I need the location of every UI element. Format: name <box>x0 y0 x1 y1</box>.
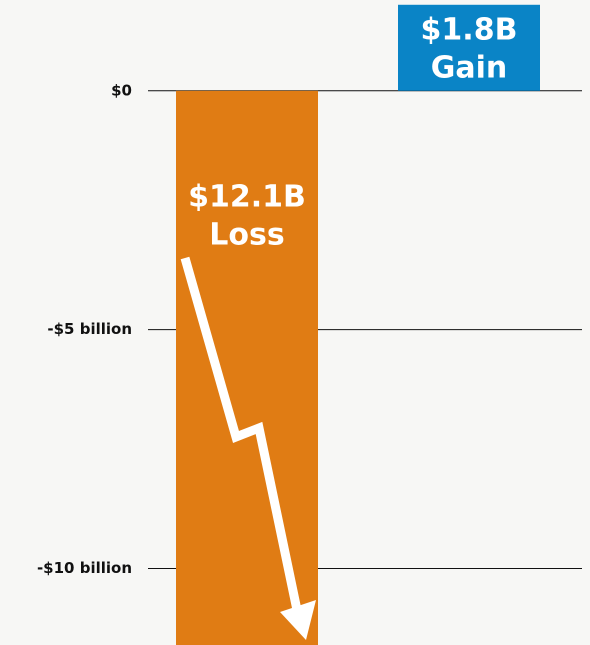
value-caption: Loss <box>209 217 284 252</box>
y-tick-label: -$10 billion <box>37 559 132 577</box>
y-tick-label: $0 <box>111 81 132 99</box>
value-caption: Gain <box>431 50 508 85</box>
bar <box>398 4 540 91</box>
arrow-shaft <box>180 256 302 611</box>
arrow-head <box>280 600 316 640</box>
bars <box>176 4 540 645</box>
value-label: $1.8B <box>421 12 518 47</box>
decline-arrow <box>180 256 316 640</box>
y-tick-label: -$5 billion <box>47 320 132 338</box>
value-label: $12.1B <box>188 179 306 214</box>
bar <box>176 90 318 645</box>
